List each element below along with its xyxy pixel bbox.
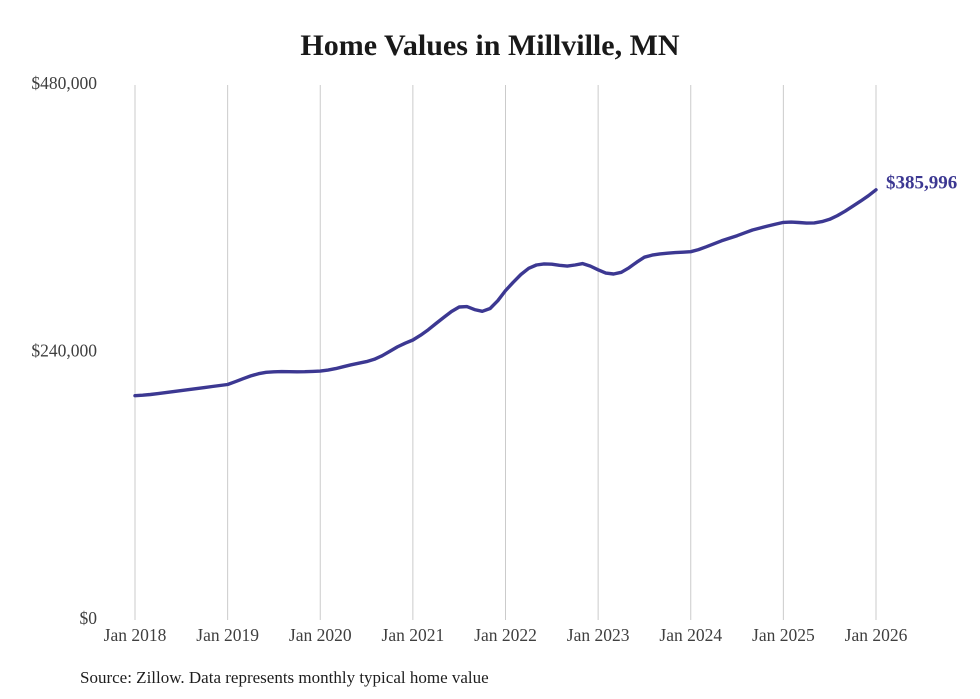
x-tick-label: Jan 2023 <box>567 625 630 645</box>
x-tick-label: Jan 2026 <box>845 625 908 645</box>
x-tick-label: Jan 2022 <box>474 625 537 645</box>
y-axis-tick-labels: $0 $240,000 $480,000 <box>31 73 97 628</box>
x-tick-label: Jan 2020 <box>289 625 352 645</box>
x-tick-label: Jan 2021 <box>382 625 445 645</box>
y-tick-label: $240,000 <box>31 341 97 361</box>
source-note: Source: Zillow. Data represents monthly … <box>80 668 489 687</box>
latest-value-label: $385,996 <box>886 172 957 193</box>
y-tick-label: $0 <box>80 608 98 628</box>
year-gridlines <box>134 85 877 620</box>
x-axis-tick-labels: Jan 2018 Jan 2019 Jan 2020 Jan 2021 Jan 2022… <box>104 625 908 645</box>
x-tick-label: Jan 2018 <box>104 625 167 645</box>
x-tick-label: Jan 2025 <box>752 625 815 645</box>
home-value-line-series <box>133 188 878 398</box>
x-tick-label: Jan 2024 <box>659 625 722 645</box>
y-tick-label: $480,000 <box>31 73 97 93</box>
chart-title: Home Values in Millville, MN <box>300 29 680 62</box>
x-tick-label: Jan 2019 <box>196 625 259 645</box>
